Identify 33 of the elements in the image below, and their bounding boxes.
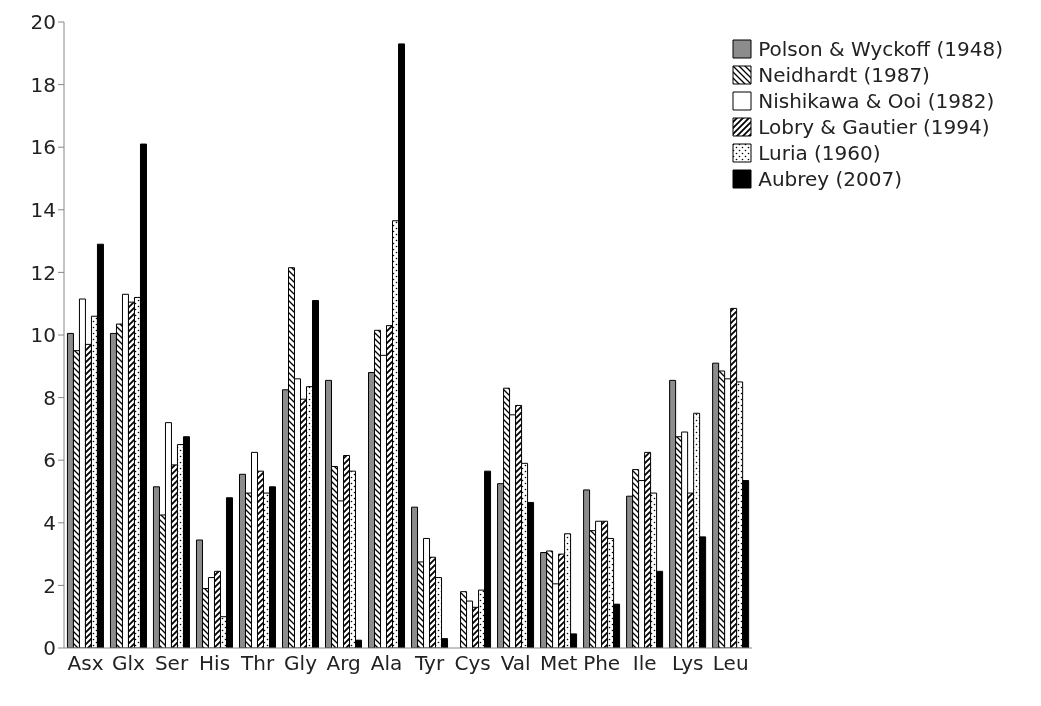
y-tick-label: 10: [30, 323, 56, 348]
y-tick-label: 14: [30, 197, 56, 222]
x-tick-label: Lys: [671, 651, 704, 676]
x-tick-label: Glx: [112, 651, 146, 676]
legend-label: Aubrey (2007): [758, 166, 903, 192]
legend-label: Luria (1960): [758, 140, 881, 166]
y-tick-label: 6: [43, 448, 56, 473]
x-tick-label: Phe: [583, 651, 621, 676]
y-tick-label: 2: [43, 573, 56, 598]
x-tick-label: Tyr: [414, 651, 445, 676]
x-tick-label: Gly: [284, 651, 318, 676]
x-tick-label: Cys: [454, 651, 491, 676]
legend-label: Nishikawa & Ooi (1982): [758, 88, 995, 114]
y-tick-label: 0: [43, 636, 56, 661]
x-tick-label: Asx: [67, 651, 104, 676]
legend-label: Neidhardt (1987): [758, 62, 930, 88]
x-tick-label: Leu: [712, 651, 749, 676]
y-tick-label: 8: [43, 385, 56, 410]
x-tick-label: Val: [500, 651, 531, 676]
legend-label: Lobry & Gautier (1994): [758, 114, 990, 140]
x-tick-label: Ala: [370, 651, 403, 676]
y-tick-label: 16: [30, 135, 56, 160]
x-tick-label: His: [199, 651, 231, 676]
y-tick-label: 12: [30, 260, 56, 285]
legend-label: Polson & Wyckoff (1948): [758, 36, 1003, 62]
x-tick-label: Ser: [154, 651, 189, 676]
y-tick-label: 4: [43, 510, 56, 535]
x-tick-label: Thr: [239, 651, 275, 676]
x-tick-label: Ile: [632, 651, 657, 676]
x-tick-label: Arg: [326, 651, 361, 676]
y-tick-label: 18: [30, 72, 56, 97]
y-tick-label: 20: [30, 10, 56, 35]
x-tick-label: Met: [539, 651, 578, 676]
